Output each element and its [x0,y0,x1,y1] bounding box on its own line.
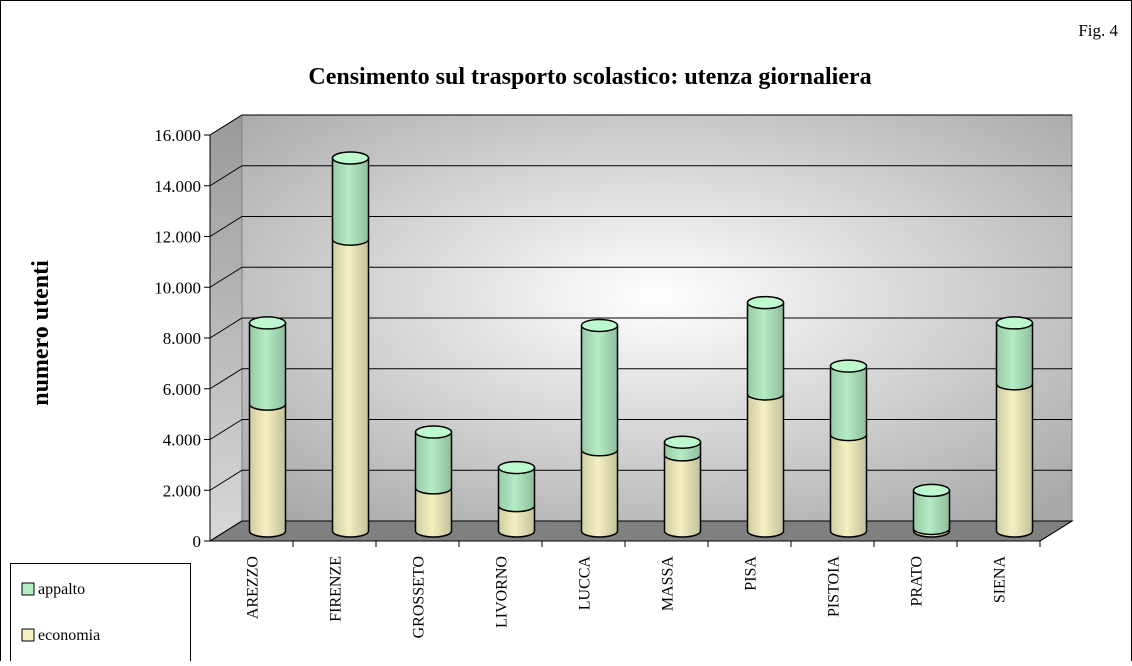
bar-segment [580,449,619,538]
bar-segment [663,454,702,538]
grid-line [209,368,1072,390]
y-tick-label: 10.000 [154,278,201,297]
x-tick-label: PRATO [909,556,926,606]
bar-top [663,435,702,449]
bar-segment [829,433,868,538]
x-tick-label: FIRENZE [328,556,345,622]
grid-line [209,419,1072,440]
bar-top [331,151,370,165]
y-tick-label: 6.000 [163,380,201,399]
bar-segment [497,466,536,513]
grid-line [209,520,1072,542]
grid-line [209,114,1072,136]
bar-top [912,483,951,498]
bar-segment [248,403,287,538]
y-tick-label: 12.000 [154,228,201,247]
bar-top [746,295,785,310]
bar-segment [746,393,785,538]
x-tick-label: MASSA [660,556,677,612]
x-tick-label: PISTOIA [826,556,843,617]
bar-segment [746,301,785,401]
bar-top [580,318,619,333]
grid-line [209,165,1072,187]
x-tick-label: LUCCA [577,556,594,611]
y-tick-label: 8.000 [163,329,201,348]
x-tick-label: GROSSETO [411,556,428,638]
x-tick-label: AREZZO [245,556,262,619]
y-tick-label: 4.000 [163,431,201,450]
grid-line [209,469,1072,491]
legend: appalto economia [10,563,191,666]
bar-segment [829,365,868,442]
legend-box [10,563,191,666]
bar-segment [248,322,287,411]
y-tick-label: 14.000 [154,177,201,196]
legend-swatch [21,628,35,642]
bar-segment [995,383,1034,538]
bar-segment [995,322,1034,391]
bar-top [248,316,287,330]
x-axis-depth [1039,520,1073,542]
legend-label: economia [38,627,100,644]
plot-area: 0 2.000 4.000 6.000 8.000 10.000 12.000 14.000 1… [154,114,1074,638]
bar-segment [331,238,370,538]
bar-top [414,425,453,439]
x-tick-label: PISA [743,556,760,591]
bar-top [829,359,868,373]
bar-segment [414,487,453,538]
bar-segment [912,489,951,536]
bar-top [995,316,1034,330]
grid-line [209,317,1072,339]
x-tick-label: SIENA [992,556,1009,604]
grid-line [209,266,1072,288]
bar-segment [580,324,619,457]
chart-title: Censimento sul trasporto scolastico: ute… [308,64,871,90]
bar-segment [331,157,370,246]
annotation: Fig. 4 [1078,21,1118,40]
bar-segment [414,431,453,495]
legend-label: appalto [38,581,85,598]
bar-top [497,460,536,475]
legend-swatch [21,582,35,596]
bar-segment [497,504,536,538]
y-tick-label: 16.000 [154,126,201,145]
x-tick-label: LIVORNO [494,556,511,628]
y-axis-label: numero utenti [28,260,54,406]
y-tick-label: 2.000 [163,481,201,500]
grid-line [209,216,1072,237]
y-tick-label: 0 [193,532,202,551]
